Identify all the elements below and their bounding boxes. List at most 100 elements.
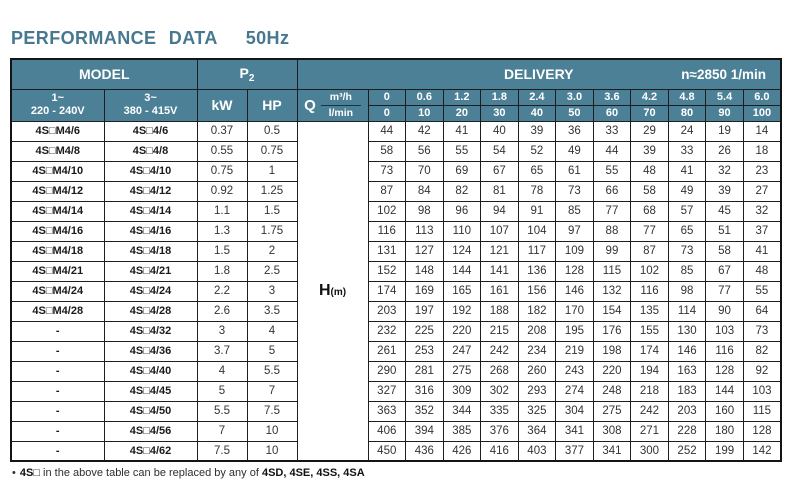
model-3phase-cell: 4S□4/8 [103, 140, 198, 162]
head-value-cell: 18 [742, 140, 782, 162]
flow-lmin-value: 0 [367, 104, 407, 122]
hp-cell: 1.25 [246, 180, 298, 202]
head-value-cell: 40 [480, 120, 519, 142]
head-value-cell: 225 [405, 320, 444, 342]
head-value-cell: 170 [555, 300, 594, 322]
head-value-cell: 335 [480, 400, 519, 422]
footnote-series-prefix: 4S□ [19, 467, 40, 479]
head-value-cell: 128 [705, 360, 744, 382]
flow-m3h-value: 4.8 [667, 88, 707, 106]
head-value-cell: 144 [705, 380, 744, 402]
head-value-cell: 115 [592, 260, 632, 282]
model-3phase-cell: 4S□4/6 [103, 120, 198, 142]
head-value-cell: 73 [742, 320, 782, 342]
table-row: 4S□M4/8 4S□4/8 0.55 0.75 58 56 55 54 52 49 44 39 33 2… [10, 140, 782, 162]
flow-m3h-value: 3.6 [592, 88, 632, 106]
model-1phase-cell: - [10, 400, 105, 422]
head-value-cell: 37 [742, 220, 782, 242]
footnote: • 4S□ in the above table can be replaced … [12, 467, 782, 479]
head-value-cell: 135 [630, 300, 669, 322]
head-value-cell: 109 [555, 240, 594, 262]
table-row: 4S□M4/16 4S□4/16 1.3 1.75 116 113 110 107 104 97 8… [10, 220, 782, 242]
head-value-cell: 117 [517, 240, 557, 262]
head-value-cell: 352 [405, 400, 444, 422]
head-value-cell: 180 [705, 420, 744, 442]
head-value-cell: 73 [555, 180, 594, 202]
head-value-cell: 176 [592, 320, 632, 342]
page: PERFORMANCE DATA 50Hz MODEL P2 DELIVERY … [10, 28, 782, 479]
head-value-cell: 364 [517, 420, 557, 442]
model-1phase-header: 1~ 220 - 240V [10, 88, 105, 122]
head-value-cell: 94 [480, 200, 519, 222]
flow-m3h-value: 0 [367, 88, 407, 106]
head-value-cell: 155 [630, 320, 669, 342]
head-value-cell: 102 [367, 200, 407, 222]
head-value-cell: 99 [592, 240, 632, 262]
page-title: PERFORMANCE DATA 50Hz [11, 28, 782, 49]
hp-cell: 7.5 [246, 400, 298, 422]
model-1phase-cell: - [10, 440, 105, 462]
head-value-cell: 65 [667, 220, 707, 242]
hp-cell: 7 [246, 380, 298, 402]
flow-lmin-value: 10 [405, 104, 444, 122]
head-value-cell: 36 [555, 120, 594, 142]
head-value-cell: 70 [405, 160, 444, 182]
head-value-cell: 394 [405, 420, 444, 442]
head-value-cell: 104 [517, 220, 557, 242]
head-value-cell: 341 [592, 440, 632, 462]
head-value-cell: 124 [442, 240, 482, 262]
flow-lmin-value: 30 [480, 104, 519, 122]
head-value-cell: 308 [592, 420, 632, 442]
hp-cell: 5.5 [246, 360, 298, 382]
model-3phase-cell: 4S□4/62 [103, 440, 198, 462]
kw-cell: 7.5 [196, 440, 248, 462]
delivery-group-header: DELIVERY n≈2850 1/min [296, 58, 782, 90]
model-1phase-cell: 4S□M4/6 [10, 120, 105, 142]
flow-lmin-value: 60 [592, 104, 632, 122]
head-value-cell: 14 [742, 120, 782, 142]
model-3phase-cell: 4S□4/32 [103, 320, 198, 342]
head-value-cell: 416 [480, 440, 519, 462]
head-value-cell: 110 [442, 220, 482, 242]
head-value-cell: 44 [592, 140, 632, 162]
head-value-cell: 195 [555, 320, 594, 342]
kw-cell: 0.92 [196, 180, 248, 202]
kw-cell: 0.37 [196, 120, 248, 142]
head-value-cell: 261 [367, 340, 407, 362]
head-value-cell: 78 [517, 180, 557, 202]
head-value-cell: 268 [480, 360, 519, 382]
hp-cell: 5 [246, 340, 298, 362]
table-row: 4S□M4/24 4S□4/24 2.2 3 174 169 165 161 156 146 132… [10, 280, 782, 302]
head-value-cell: 27 [742, 180, 782, 202]
head-value-cell: 98 [405, 200, 444, 222]
model-1phase-cell: 4S□M4/21 [10, 260, 105, 282]
head-value-cell: 302 [480, 380, 519, 402]
head-value-cell: 82 [742, 340, 782, 362]
head-value-cell: 199 [705, 440, 744, 462]
head-value-cell: 116 [630, 280, 669, 302]
voltage-3-label: 380 - 415V [123, 105, 178, 117]
head-value-cell: 116 [367, 220, 407, 242]
head-value-cell: 192 [442, 300, 482, 322]
head-value-cell: 33 [667, 140, 707, 162]
head-value-cell: 56 [405, 140, 444, 162]
table-row: -4S□4/62 7.5 10 450 436 426 416 403 377 341 300 252… [10, 440, 782, 462]
head-value-cell: 163 [667, 360, 707, 382]
head-value-cell: 49 [555, 140, 594, 162]
head-value-cell: 220 [442, 320, 482, 342]
table-subheader-row-2: 0 10 20 30 40 50 60 70 80 90 100 [11, 104, 782, 122]
head-value-cell: 45 [705, 200, 744, 222]
head-value-cell: 136 [517, 260, 557, 282]
head-value-cell: 247 [442, 340, 482, 362]
head-value-cell: 103 [705, 320, 744, 342]
model-1phase-cell: - [10, 420, 105, 442]
head-value-cell: 32 [742, 200, 782, 222]
head-value-cell: 242 [630, 400, 669, 422]
footnote-text: in the above table can be replaced by an… [39, 467, 262, 479]
head-value-cell: 81 [480, 180, 519, 202]
head-value-cell: 48 [630, 160, 669, 182]
head-value-cell: 42 [405, 120, 444, 142]
table-row: -4S□4/40 4 5.5 290 281 275 268 260 243 220 194 163 1… [10, 360, 782, 382]
head-value-cell: 290 [367, 360, 407, 382]
flow-lmin-value: 90 [705, 104, 744, 122]
